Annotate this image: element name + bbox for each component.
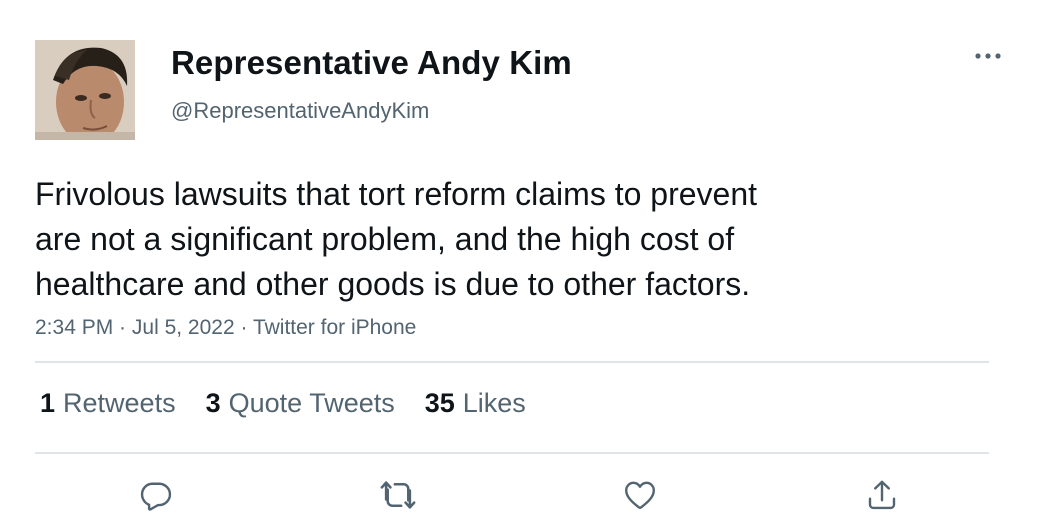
meta-separator: · — [113, 316, 132, 339]
likes-label: Likes — [462, 388, 526, 418]
tweet-source[interactable]: Twitter for iPhone — [252, 316, 417, 339]
likes-stat[interactable]: 35 Likes — [425, 388, 526, 419]
avatar-image — [35, 40, 135, 140]
like-button[interactable] — [620, 475, 660, 515]
share-button[interactable] — [862, 475, 902, 515]
retweets-count: 1 — [40, 388, 56, 418]
share-icon — [868, 480, 896, 510]
retweets-label: Retweets — [63, 388, 176, 418]
tweet-date[interactable]: Jul 5, 2022 — [131, 316, 235, 339]
quote-tweets-count: 3 — [205, 388, 221, 418]
likes-count: 35 — [424, 388, 455, 418]
tweet-time[interactable]: 2:34 PM — [35, 316, 114, 339]
retweet-button[interactable] — [378, 475, 418, 515]
tweet-action-bar — [0, 475, 1050, 515]
quote-tweets-label: Quote Tweets — [228, 388, 395, 418]
divider — [35, 361, 989, 363]
more-options-button[interactable] — [968, 44, 1008, 68]
tweet-meta: 2:34 PM · Jul 5, 2022 · Twitter for iPho… — [35, 316, 416, 340]
more-dots-icon — [975, 53, 1001, 59]
quote-tweets-stat[interactable]: 3 Quote Tweets — [206, 388, 395, 419]
reply-icon — [140, 482, 172, 511]
author-display-name[interactable]: Representative Andy Kim — [171, 44, 572, 81]
author-handle[interactable]: @RepresentativeAndyKim — [171, 98, 430, 123]
retweets-stat[interactable]: 1 Retweets — [40, 388, 176, 419]
meta-separator: · — [234, 316, 253, 339]
heart-icon — [625, 481, 655, 509]
reply-button[interactable] — [136, 475, 176, 515]
avatar[interactable] — [35, 40, 135, 140]
tweet-text: Frivolous lawsuits that tort reform clai… — [35, 176, 758, 302]
tweet-stats: 1 Retweets 3 Quote Tweets 35 Likes — [40, 388, 556, 419]
divider — [35, 452, 989, 454]
retweet-icon — [380, 481, 416, 509]
